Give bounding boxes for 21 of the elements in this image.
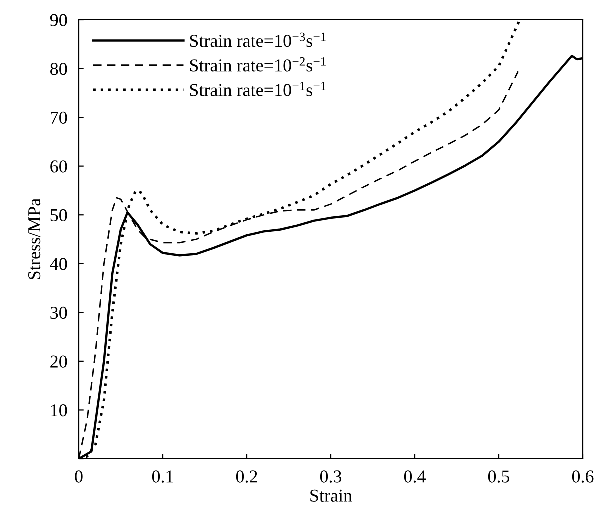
x-tick-label: 0.2 — [236, 470, 258, 483]
legend-label: Strain rate=10$^{−2}$s$^{−1}$ — [190, 57, 326, 72]
x-tick-label: 0.4 — [404, 470, 426, 483]
y-tick-label: 90 — [50, 14, 68, 26]
y-tick-label: 10 — [51, 404, 68, 417]
legend-label: Strain rate=10$^{−1}$s$^{−1}$ — [190, 82, 326, 96]
x-tick-label: 0 — [75, 470, 83, 483]
y-tick-label: 80 — [50, 63, 68, 76]
y-tick-label: 40 — [50, 258, 68, 270]
y-tick-label: 30 — [50, 306, 68, 320]
x-tick-label: 0.6 — [572, 470, 594, 483]
y-tick-label: 70 — [51, 112, 68, 124]
y-tick-label: 50 — [50, 209, 68, 222]
x-axis-title: Strain — [310, 490, 352, 502]
x-tick-label: 0.5 — [488, 470, 510, 483]
x-tick-label: 0.1 — [152, 470, 174, 483]
y-tick-label: 20 — [50, 356, 68, 368]
legend-label: Strain rate=10$^{−3}$s$^{−1}$ — [190, 32, 326, 48]
y-axis-title: Stress/MPa — [28, 198, 41, 280]
x-tick-label: 0.3 — [320, 470, 342, 483]
y-tick-label: 60 — [50, 160, 68, 173]
